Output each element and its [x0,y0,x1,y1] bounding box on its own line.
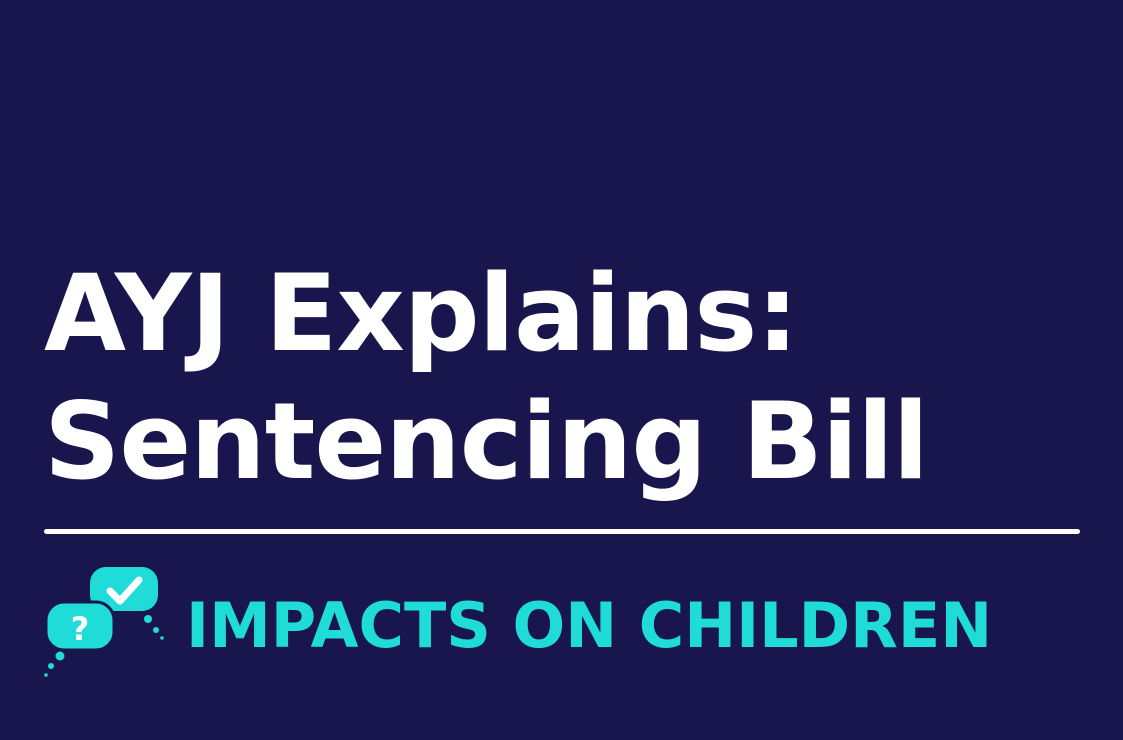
page-title: AYJ Explains: Sentencing Bill [44,250,929,506]
title-line-1: AYJ Explains: [44,252,799,375]
subtitle: IMPACTS ON CHILDREN [186,589,993,662]
divider [44,529,1080,534]
speech-bubbles-icon: ? [40,564,170,684]
title-line-2: Sentencing Bill [44,380,929,503]
svg-text:?: ? [71,610,90,648]
question-bubble-icon: ? [44,600,116,677]
